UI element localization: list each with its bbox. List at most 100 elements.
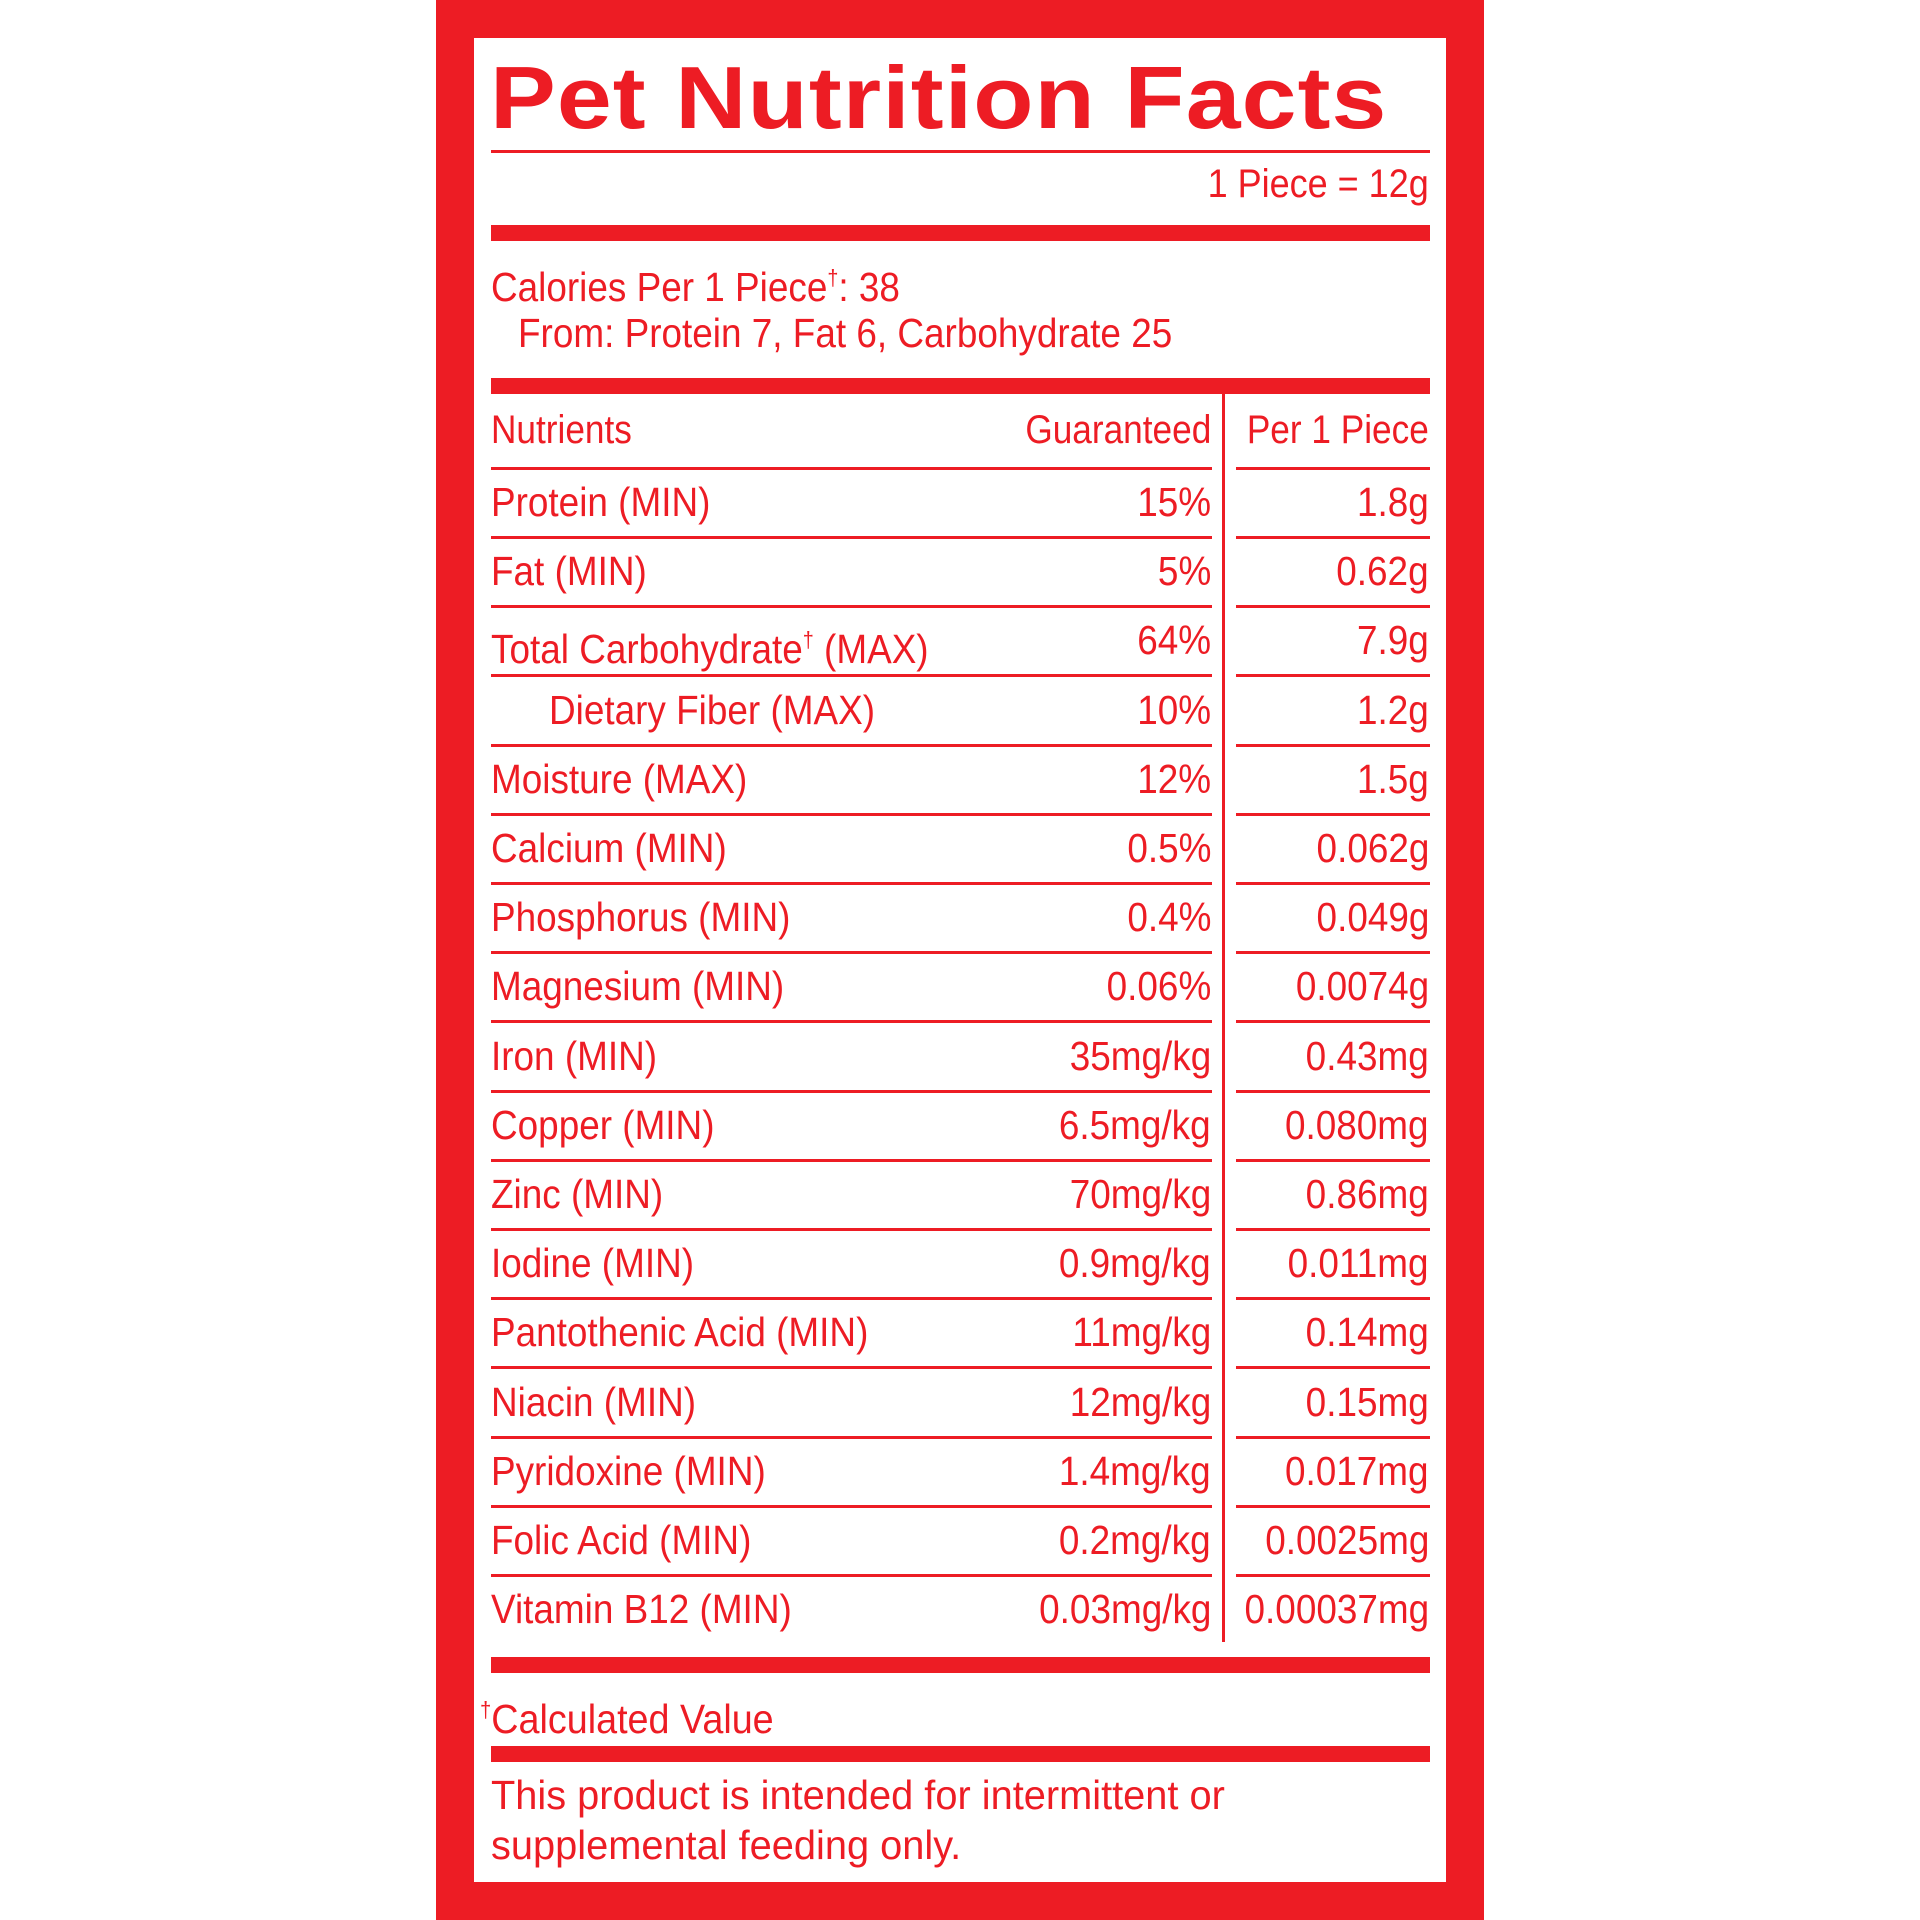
guaranteed-value: 10% [1137,686,1211,733]
nutrient-name: Dietary Fiber (MAX) [549,686,875,734]
label-title: Pet Nutrition Facts [490,48,1388,147]
guaranteed-value: 12mg/kg [1069,1378,1211,1425]
nutrient-name-text: Dietary Fiber (MAX) [549,686,875,733]
nutrient-name-text: Total Carbohydrate [491,626,803,673]
guaranteed-value: 6.5mg/kg [1059,1101,1211,1148]
title-rule [491,150,1430,153]
row-rule-left [491,1158,1212,1162]
table-row: Pantothenic Acid (MIN) 11mg/kg 0.14mg [0,1300,1920,1370]
nutrient-name: Calcium (MIN) [491,824,727,872]
nutrient-name: Phosphorus (MIN) [491,893,790,941]
nutrient-name: Protein (MIN) [491,478,710,526]
table-row: Zinc (MIN) 70mg/kg 0.86mg [0,1162,1920,1231]
row-rule-left [491,1228,1212,1231]
nutrient-name-text: Zinc (MIN) [491,1171,664,1217]
per-piece-value: 0.0025mg [1264,1517,1429,1563]
guaranteed-value: 15% [1137,479,1211,525]
per-piece-value: 1.2g [1357,686,1429,733]
per-piece-value: 1.5g [1357,755,1429,802]
nutrient-name: Vitamin B12 (MIN) [491,1585,792,1633]
row-rule-right [1236,1020,1430,1024]
per-piece-value: 0.049g [1316,894,1429,941]
row-rule-left [491,1504,1212,1508]
row-rule-left [491,605,1212,609]
per-piece-value: 0.86mg [1305,1171,1429,1217]
nutrient-name-text: Pantothenic Acid (MIN) [491,1309,869,1356]
nutrient-name: Iron (MIN) [491,1032,657,1080]
row-rule-right [1236,1574,1430,1577]
thick-rule-footnote [491,1746,1430,1762]
row-rule-left [491,882,1212,885]
per-piece-value: 0.15mg [1305,1378,1429,1425]
nutrient-name: Niacin (MIN) [491,1378,696,1426]
row-rule-right [1236,1297,1430,1301]
dagger-mark: † [827,265,839,290]
nutrient-name-text: Calcium (MIN) [491,825,727,871]
footnote-text: Calculated Value [491,1696,774,1742]
per-piece-value: 0.62g [1336,548,1429,595]
nutrient-name: Fat (MIN) [491,547,647,595]
table-row: Iron (MIN) 35mg/kg 0.43mg [0,1024,1920,1093]
nutrient-name-text: Folic Acid (MIN) [491,1517,752,1563]
guaranteed-value: 11mg/kg [1072,1309,1211,1356]
row-rule-left [491,951,1212,955]
table-row: Dietary Fiber (MAX) 10% 1.2g [0,678,1920,747]
table-row: Pyridoxine (MIN) 1.4mg/kg 0.017mg [0,1439,1920,1508]
calories-from: From: Protein 7, Fat 6, Carbohydrate 25 [518,310,1173,356]
nutrient-name: Pantothenic Acid (MIN) [491,1308,868,1356]
dagger-mark: † [802,627,814,653]
nutrient-name-suffix: (MAX) [813,626,929,673]
table-row: Fat (MIN) 5% 0.62g [0,539,1920,609]
row-rule-right [1236,1089,1430,1093]
dagger-mark: † [480,1697,492,1722]
nutrient-name-text: Copper (MIN) [491,1101,715,1148]
row-rule-left [491,1297,1212,1301]
nutrient-name-text: Niacin (MIN) [491,1378,697,1425]
nutrient-name: Iodine (MIN) [491,1239,694,1287]
table-row: Niacin (MIN) 12mg/kg 0.15mg [0,1370,1920,1439]
table-row: Phosphorus (MIN) 0.4% 0.049g [0,885,1920,955]
row-rule-right [1236,812,1430,816]
header-rule-right [1236,467,1430,470]
footnote: †Calculated Value [480,1686,774,1743]
calories-line: Calories Per 1 Piece†: 38 [491,254,900,311]
guaranteed-value: 12% [1137,755,1211,802]
guaranteed-value: 64% [1137,617,1211,664]
calories-value: : 38 [838,264,900,310]
row-rule-left [491,1020,1212,1024]
table-row: Total Carbohydrate† (MAX) 64% 7.9g [0,608,1920,678]
nutrient-name-text: Protein (MIN) [491,479,711,525]
row-rule-left [491,1435,1212,1439]
header-rule-left [491,467,1212,470]
nutrient-name: Copper (MIN) [491,1101,714,1149]
table-row: Calcium (MIN) 0.5% 0.062g [0,816,1920,885]
header-nutrients: Nutrients [491,408,632,452]
nutrient-name-text: Vitamin B12 (MIN) [491,1586,792,1633]
feeding-note: This product is intended for intermitten… [491,1772,1225,1868]
row-rule-right [1236,882,1430,885]
row-rule-right [1236,1228,1430,1231]
table-row: Folic Acid (MIN) 0.2mg/kg 0.0025mg [0,1508,1920,1577]
table-row: Magnesium (MIN) 0.06% 0.0074g [0,954,1920,1024]
row-rule-right [1236,536,1430,539]
per-piece-value: 0.062g [1316,825,1429,871]
per-piece-value: 0.43mg [1305,1032,1429,1079]
header-guaranteed: Guaranteed [1025,408,1211,452]
row-rule-right [1236,1366,1430,1370]
row-rule-left [491,743,1212,747]
serving-size: 1 Piece = 12g [1207,162,1429,206]
table-row: Copper (MIN) 6.5mg/kg 0.080mg [0,1093,1920,1162]
guaranteed-value: 0.4% [1126,894,1211,941]
nutrient-name-text: Iron (MIN) [491,1032,658,1079]
column-divider [1222,394,1225,1642]
nutrient-name: Moisture (MAX) [491,755,747,803]
nutrient-name: Folic Acid (MIN) [491,1516,751,1564]
row-rule-left [491,536,1212,539]
header-per-piece: Per 1 Piece [1247,408,1429,452]
per-piece-value: 0.011mg [1288,1240,1429,1287]
nutrient-name-text: Moisture (MAX) [491,755,748,802]
guaranteed-value: 0.06% [1106,963,1211,1010]
nutrient-name: Total Carbohydrate† (MAX) [491,616,929,673]
table-row: Vitamin B12 (MIN) 0.03mg/kg 0.00037mg [0,1577,1920,1646]
row-rule-left [491,1366,1212,1370]
